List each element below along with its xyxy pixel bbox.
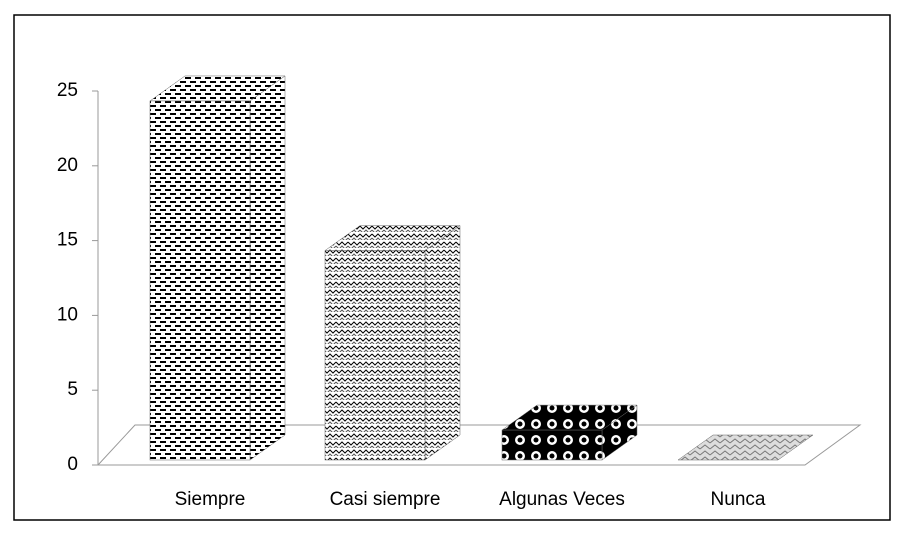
bar	[324, 250, 426, 461]
y-tick-label: 10	[57, 304, 78, 325]
bar	[149, 100, 251, 461]
x-tick-label: Siempre	[175, 489, 246, 510]
x-tick-label: Casi siempre	[330, 489, 441, 510]
bar-side	[249, 75, 286, 461]
bar	[501, 429, 603, 461]
y-tick-label: 5	[67, 379, 78, 400]
y-tick-label: 20	[57, 155, 78, 176]
y-tick-label: 15	[57, 230, 78, 251]
floor	[96, 424, 862, 466]
bar-side	[424, 225, 461, 461]
y-tick-label: 0	[67, 454, 78, 475]
bar-top	[677, 434, 814, 461]
x-tick-label: Nunca	[711, 489, 766, 510]
x-tick-label: Algunas Veces	[499, 489, 625, 510]
y-tick-label: 25	[57, 80, 78, 101]
